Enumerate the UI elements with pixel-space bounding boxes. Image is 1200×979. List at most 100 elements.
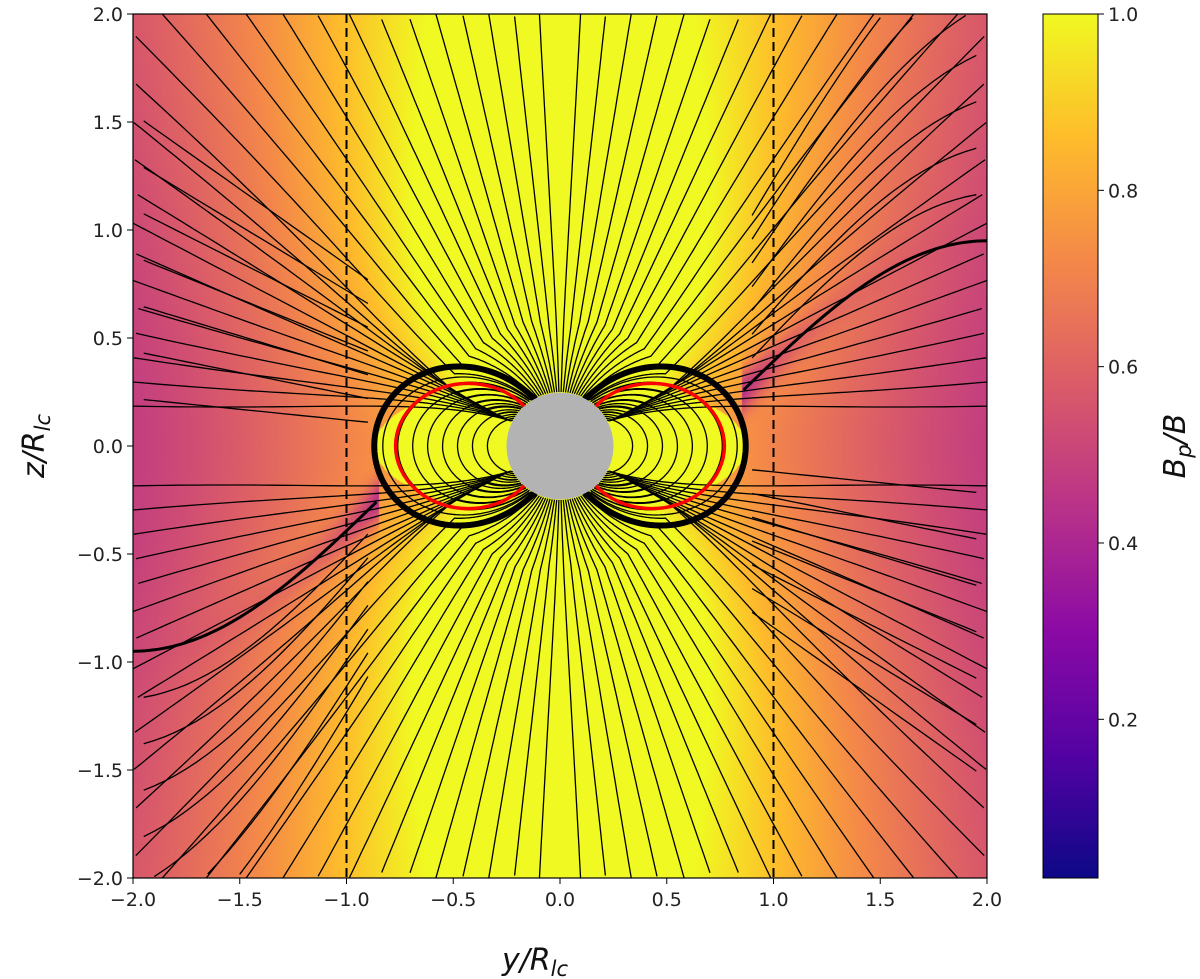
open-field-line (582, 14, 875, 398)
x-tick-label: 1.5 (865, 889, 895, 911)
open-field-line (133, 473, 516, 535)
open-field-line (571, 498, 711, 874)
open-field-line (381, 19, 547, 395)
open-field-line (593, 487, 986, 733)
open-field-line (751, 540, 977, 633)
open-field-line (751, 17, 913, 240)
open-field-line (205, 493, 536, 878)
current-sheet (133, 500, 378, 653)
open-field-line (143, 120, 369, 281)
y-tick-label: −1.5 (77, 760, 123, 782)
overlay (133, 14, 987, 878)
open-field-line (573, 19, 739, 395)
open-field-line (143, 166, 369, 304)
open-field-line (135, 35, 532, 401)
open-field-line (595, 194, 983, 407)
open-field-line (564, 499, 632, 878)
open-field-line (143, 352, 369, 400)
open-field-line (133, 405, 514, 422)
closed-field-line (592, 387, 708, 505)
open-field-line (143, 581, 369, 791)
open-field-line (606, 470, 987, 487)
open-field-line (584, 14, 915, 399)
open-field-line (134, 487, 527, 733)
x-tick-label: −0.5 (430, 889, 476, 911)
open-field-line (137, 194, 525, 407)
open-field-line (600, 279, 987, 414)
open-field-line (751, 492, 977, 540)
open-field-line (133, 488, 529, 770)
y-tick-label: −1.0 (77, 652, 123, 674)
open-field-line (569, 498, 685, 878)
open-field-line (605, 471, 987, 511)
open-field-line (133, 279, 520, 414)
open-field-line (136, 481, 522, 639)
open-field-line (603, 332, 985, 418)
open-field-line (143, 533, 369, 698)
open-field-line (245, 494, 538, 878)
open-field-line (133, 122, 529, 404)
x-tick-label: 0.5 (652, 889, 682, 911)
x-tick-label: 0.0 (545, 889, 575, 911)
open-field-line (143, 306, 369, 376)
open-field-line (751, 14, 967, 264)
open-field-line (751, 516, 977, 586)
current-sheet (742, 239, 987, 392)
open-field-line (601, 307, 982, 416)
open-field-line (591, 122, 987, 404)
open-field-line (562, 16, 607, 393)
closed-field-line (596, 399, 679, 493)
open-field-line (597, 222, 987, 409)
open-field-line (462, 499, 553, 877)
open-field-line (573, 497, 739, 873)
x-axis: −2.0 −1.5 −1.0 −0.5 0.0 0.5 1.0 1.5 2.0 (110, 878, 1002, 911)
open-field-line (133, 483, 523, 670)
open-field-line (567, 15, 658, 393)
open-field-line (282, 14, 540, 397)
y-tick-label: −0.5 (77, 544, 123, 566)
open-field-line (513, 16, 558, 393)
open-field-line (143, 557, 369, 745)
open-field-line (513, 499, 558, 876)
x-tick-label: −1.0 (323, 889, 369, 911)
colorbar-tick-label: 0.8 (1108, 180, 1138, 202)
open-field-line (135, 474, 517, 560)
open-field-line (562, 499, 607, 876)
colorbar (1042, 13, 1099, 879)
closed-field-line (590, 376, 738, 516)
open-field-line (598, 481, 984, 639)
open-field-line (595, 485, 983, 698)
open-field-line (593, 159, 986, 405)
last-closed-field-line (371, 363, 558, 529)
open-field-line (538, 499, 560, 878)
open-field-line (751, 194, 977, 359)
open-field-line (538, 14, 560, 393)
open-field-line (580, 14, 838, 397)
open-field-line (752, 469, 977, 494)
open-field-line (588, 35, 985, 401)
open-field-line (488, 499, 556, 878)
open-field-line (138, 476, 519, 585)
open-field-line (604, 357, 987, 419)
y-tick-label: 0.0 (93, 436, 123, 458)
streamlines (133, 14, 987, 878)
y-tick-label: 2.0 (93, 4, 123, 26)
closed-field-line (412, 387, 528, 505)
open-field-line (597, 483, 987, 670)
open-field-line (143, 605, 369, 838)
open-field-line (133, 381, 515, 421)
open-field-line (751, 101, 977, 311)
open-field-line (603, 474, 985, 560)
open-field-line (605, 381, 987, 421)
open-field-line (135, 491, 532, 857)
open-field-line (239, 676, 369, 875)
open-field-line (133, 222, 523, 409)
open-field-line (488, 14, 556, 393)
open-field-line (751, 147, 977, 335)
open-field-line (143, 259, 369, 352)
open-field-line (143, 398, 368, 423)
open-field-line (381, 497, 547, 873)
open-field-line (588, 491, 985, 857)
closed-field-line (441, 399, 524, 493)
open-field-line (582, 494, 875, 878)
